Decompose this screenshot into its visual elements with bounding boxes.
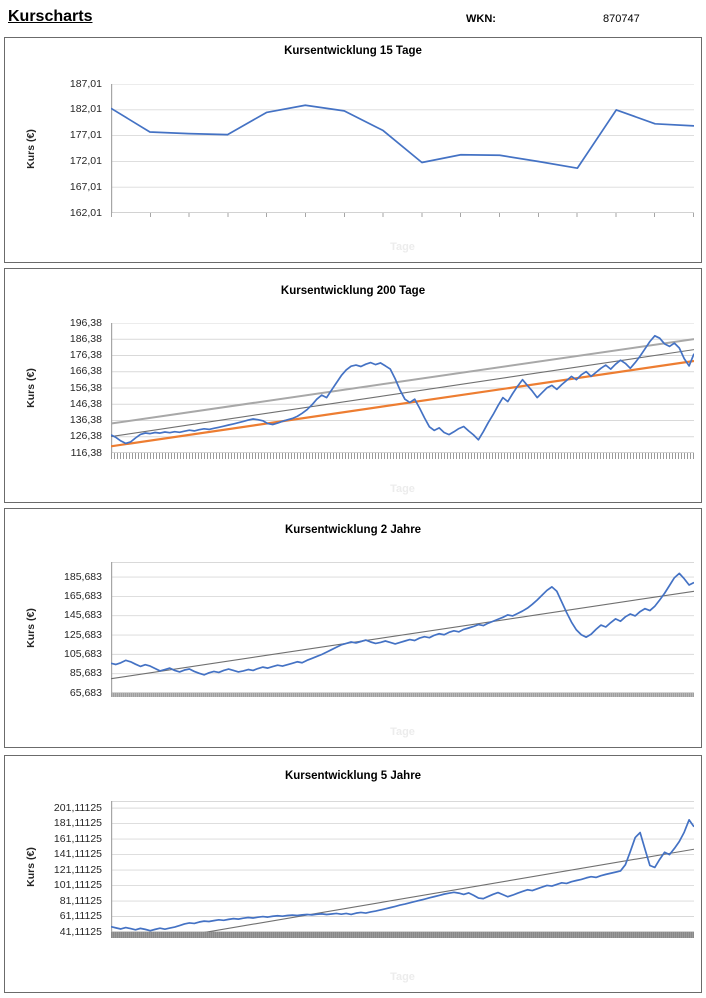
trendline-upper-channel	[111, 338, 694, 425]
y-axis-labels: 185,683 165,683 145,683 125,683 105,683 85,68…	[35, 562, 107, 698]
y-tick-label: 125,683	[64, 628, 102, 641]
y-tick-label: 146,38	[69, 397, 102, 410]
price-line	[111, 104, 694, 169]
x-axis-ticks	[111, 453, 694, 459]
y-tick-label: 161,11125	[53, 832, 102, 845]
y-tick-label: 177,01	[69, 129, 102, 142]
y-tick-label: 41,11125	[59, 925, 102, 938]
x-axis-ticks	[111, 213, 694, 217]
y-tick-label: 126,38	[69, 430, 102, 443]
y-tick-label: 186,38	[69, 332, 102, 345]
plot-area	[111, 801, 694, 932]
y-axis-labels: 187,01 182,01 177,01 172,01 167,01 162,01	[35, 78, 107, 218]
trendline-lower-channel	[111, 359, 694, 448]
x-axis-title: Tage	[390, 726, 415, 738]
y-tick-label: 167,01	[69, 180, 102, 193]
trendline-mid-trend	[203, 848, 694, 932]
chart-panel-15-tage[interactable]: Kursentwicklung 15 Tage Kurs (€) 187,01 1…	[4, 37, 702, 263]
y-tick-label: 85,683	[69, 667, 102, 680]
y-tick-label: 136,38	[69, 414, 102, 426]
chart-panel-2-jahre[interactable]: Kursentwicklung 2 Jahre Kurs (€) 185,683…	[4, 508, 702, 748]
price-line	[111, 572, 694, 676]
y-tick-label: 176,38	[69, 349, 102, 361]
y-tick-label: 172,01	[69, 154, 102, 167]
y-tick-label: 166,38	[69, 365, 102, 378]
chart-panel-200-tage[interactable]: Kursentwicklung 200 Tage Kurs (€) 196,38…	[4, 268, 702, 503]
wkn-label: WKN:	[466, 13, 496, 25]
chart-title: Kursentwicklung 15 Tage	[284, 45, 422, 57]
y-tick-label: 116,38	[70, 446, 102, 459]
y-tick-label: 65,683	[69, 686, 102, 699]
y-tick-label: 105,683	[64, 647, 102, 660]
y-tick-label: 187,01	[69, 77, 102, 90]
y-tick-label: 61,11125	[59, 910, 102, 922]
y-tick-label: 145,683	[64, 609, 102, 622]
x-axis-title: Tage	[390, 241, 415, 253]
y-tick-label: 121,11125	[53, 863, 102, 876]
y-tick-label: 162,01	[69, 206, 102, 219]
page-title: Kurscharts	[8, 8, 93, 25]
x-axis-ticks	[111, 932, 694, 938]
plot-area	[111, 562, 694, 693]
y-tick-label: 201,11125	[53, 801, 102, 814]
y-tick-label: 141,11125	[53, 848, 102, 861]
trendline-mid-trend	[111, 590, 694, 680]
price-line	[111, 818, 694, 932]
chart-title: Kursentwicklung 200 Tage	[280, 285, 426, 297]
price-line	[111, 334, 694, 445]
plot-area	[111, 323, 694, 453]
y-axis-labels: 196,38 186,38 176,38 166,38 156,38 146,38 136,…	[35, 317, 107, 458]
y-tick-label: 181,11125	[53, 817, 102, 830]
y-tick-label: 81,11125	[59, 894, 102, 907]
wkn-value: 870747	[603, 13, 640, 25]
y-tick-label: 156,38	[69, 381, 102, 394]
page-header: Kurscharts WKN: 870747	[0, 0, 706, 37]
chart-title: Kursentwicklung 2 Jahre	[284, 524, 422, 536]
x-axis-title: Tage	[390, 483, 415, 495]
y-tick-label: 165,683	[64, 589, 102, 602]
x-axis-title: Tage	[390, 971, 415, 983]
y-tick-label: 185,683	[64, 570, 102, 583]
chart-panel-5-jahre[interactable]: Kursentwicklung 5 Jahre Kurs (€) 201,111…	[4, 755, 702, 993]
x-axis-ticks	[111, 693, 694, 697]
y-tick-label: 182,01	[69, 103, 102, 116]
plot-area	[111, 84, 694, 213]
chart-title: Kursentwicklung 5 Jahre	[284, 770, 422, 782]
y-tick-label: 101,11125	[53, 879, 102, 892]
y-tick-label: 196,38	[69, 316, 102, 329]
y-axis-labels: 201,11125 181,11125 161,11125 141,11125 121,…	[35, 801, 107, 937]
